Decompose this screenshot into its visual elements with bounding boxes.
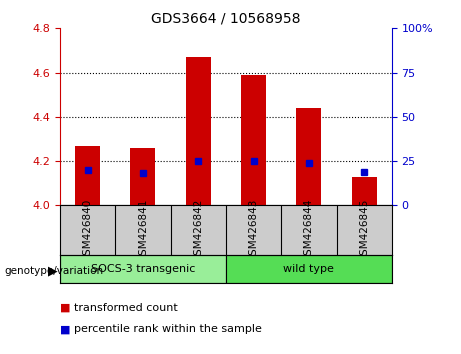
Text: transformed count: transformed count (74, 303, 177, 313)
Text: GSM426844: GSM426844 (304, 198, 314, 262)
Text: ■: ■ (60, 324, 71, 334)
Bar (186, 57, 211, 205)
Bar (75, 145, 100, 205)
Text: GSM426845: GSM426845 (359, 198, 369, 262)
Bar (226, 255, 392, 283)
Text: SOCS-3 transgenic: SOCS-3 transgenic (91, 264, 195, 274)
Text: GSM426840: GSM426840 (83, 199, 93, 262)
Text: GSM426843: GSM426843 (248, 198, 259, 262)
Bar (60, 255, 226, 283)
Bar (241, 75, 266, 205)
Text: GSM426842: GSM426842 (193, 198, 203, 262)
Bar (130, 148, 155, 205)
Text: wild type: wild type (284, 264, 334, 274)
Text: genotype/variation: genotype/variation (5, 266, 104, 276)
Text: ■: ■ (60, 303, 71, 313)
Text: GSM426841: GSM426841 (138, 198, 148, 262)
Bar (296, 108, 321, 205)
Text: percentile rank within the sample: percentile rank within the sample (74, 324, 262, 334)
Text: ▶: ▶ (48, 264, 58, 277)
Bar (352, 177, 377, 205)
Title: GDS3664 / 10568958: GDS3664 / 10568958 (151, 12, 301, 26)
